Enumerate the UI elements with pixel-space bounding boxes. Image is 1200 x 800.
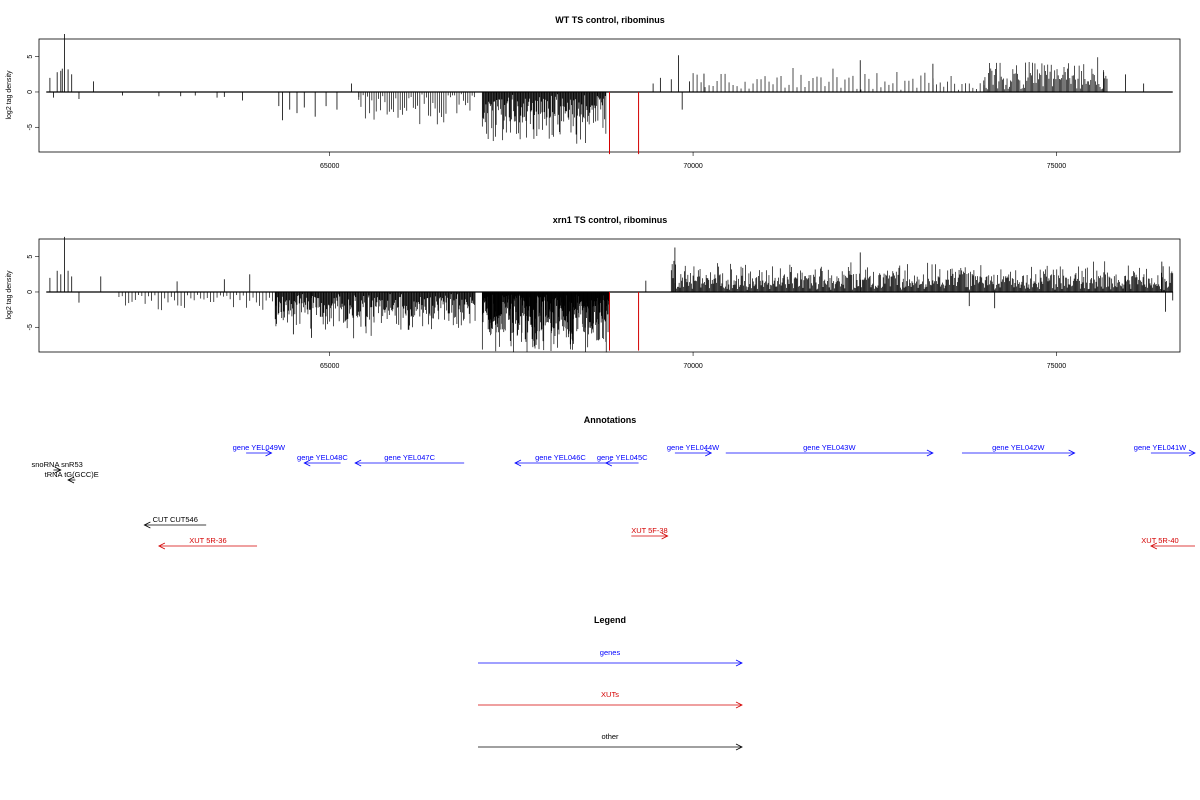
- annotation-feature: CUT CUT546: [143, 515, 207, 529]
- feature-arrowhead: [303, 459, 311, 467]
- feature-label: gene YEL045C: [597, 453, 648, 462]
- feature-label: gene YEL046C: [535, 453, 586, 462]
- feature-arrowhead: [1188, 449, 1196, 457]
- feature-arrowhead: [705, 449, 713, 457]
- legend-entry: XUTs: [478, 690, 743, 709]
- feature-label: gene YEL048C: [297, 453, 348, 462]
- feature-arrowhead: [54, 466, 62, 474]
- feature-label: snoRNA snR53: [32, 460, 83, 469]
- annotation-feature: gene YEL048C: [297, 453, 348, 467]
- x-tick-label: 65000: [320, 163, 340, 170]
- annotation-feature: gene YEL045C: [597, 453, 648, 467]
- annotation-feature: gene YEL041W: [1134, 443, 1196, 457]
- feature-arrowhead: [354, 459, 362, 467]
- y-tick-label: 5: [27, 55, 34, 59]
- x-tick-label: 70000: [683, 163, 703, 170]
- wt-track-axes: -5 0 5 65000 70000 75000: [27, 55, 1066, 170]
- annotation-feature: XUT 5R-40: [1141, 536, 1195, 550]
- feature-label: gene YEL042W: [992, 443, 1045, 452]
- feature-label: XUT 5F-38: [631, 526, 668, 535]
- annotation-feature: gene YEL049W: [233, 443, 286, 457]
- annotation-feature: XUT 5R-36: [158, 536, 258, 550]
- y-tick-label: -5: [27, 324, 34, 330]
- feature-label: gene YEL044W: [667, 443, 720, 452]
- legend-entry: other: [478, 732, 743, 751]
- feature-arrowhead: [926, 449, 934, 457]
- annotation-feature: gene YEL046C: [514, 453, 606, 467]
- annotation-feature: XUT 5F-38: [631, 526, 669, 540]
- legend-entry: genes: [478, 648, 743, 667]
- annotation-feature: gene YEL043W: [725, 443, 934, 457]
- legend-title: Legend: [594, 615, 626, 625]
- annotation-features: gene YEL049W gene YEL048C gene YEL047C gene…: [32, 443, 1196, 550]
- xrn1-track-panel: xrn1 TS control, ribominus log2 tag dens…: [6, 215, 1181, 370]
- x-tick-label: 75000: [1047, 163, 1067, 170]
- wt-track-data: [46, 34, 1173, 155]
- feature-label: XUT 5R-40: [1141, 536, 1178, 545]
- feature-arrowhead: [604, 459, 613, 467]
- x-tick-label: 65000: [320, 363, 340, 370]
- feature-arrowhead: [1068, 449, 1076, 457]
- feature-arrowhead: [67, 476, 75, 484]
- feature-label: XUT 5R-36: [189, 536, 226, 545]
- xrn1-track-frame: [38, 238, 1181, 353]
- annotation-feature: snoRNA snR53: [32, 460, 83, 474]
- xrn1-track-title: xrn1 TS control, ribominus: [553, 215, 668, 225]
- feature-arrowhead: [1150, 542, 1158, 550]
- annotation-feature: gene YEL044W: [667, 443, 720, 457]
- annotation-feature: gene YEL047C: [354, 453, 465, 467]
- feature-arrowhead: [514, 459, 522, 467]
- feature-label: gene YEL047C: [384, 453, 435, 462]
- y-tick-label: 0: [27, 290, 34, 294]
- feature-arrowhead: [158, 542, 166, 550]
- x-tick-label: 70000: [683, 363, 703, 370]
- wt-track-title: WT TS control, ribominus: [555, 15, 665, 25]
- legend-label: genes: [600, 648, 621, 657]
- feature-label: gene YEL041W: [1134, 443, 1187, 452]
- wt-track-ylabel: log2 tag density: [6, 70, 13, 120]
- annotation-feature: gene YEL042W: [961, 443, 1076, 457]
- legend-label: other: [601, 732, 619, 741]
- xrn1-track-ylabel: log2 tag density: [6, 270, 13, 320]
- feature-label: gene YEL049W: [233, 443, 286, 452]
- xrn1-track-data: [46, 236, 1174, 353]
- annotation-feature: tRNA tG(GCC)E: [45, 470, 99, 484]
- feature-arrowhead: [143, 521, 151, 529]
- xrn1-track-axes: -5 0 5 65000 70000 75000: [27, 255, 1066, 370]
- y-tick-label: 5: [27, 255, 34, 259]
- legend-arrowhead: [735, 659, 743, 667]
- annotations-title: Annotations: [584, 415, 637, 425]
- wt-track-panel: WT TS control, ribominus log2 tag densit…: [6, 15, 1181, 170]
- y-tick-label: -5: [27, 124, 34, 130]
- feature-arrowhead: [661, 532, 669, 540]
- legend-arrowhead: [735, 701, 743, 709]
- legend-arrowhead: [735, 743, 743, 751]
- legend-panel: Legend genes XUTs other: [478, 615, 743, 751]
- y-tick-label: 0: [27, 90, 34, 94]
- feature-label: CUT CUT546: [153, 515, 198, 524]
- feature-arrowhead: [265, 449, 273, 457]
- feature-label: gene YEL043W: [803, 443, 856, 452]
- x-tick-label: 75000: [1047, 363, 1067, 370]
- legend-entries: genes XUTs other: [478, 648, 743, 751]
- feature-label: tRNA tG(GCC)E: [45, 470, 99, 479]
- legend-label: XUTs: [601, 690, 619, 699]
